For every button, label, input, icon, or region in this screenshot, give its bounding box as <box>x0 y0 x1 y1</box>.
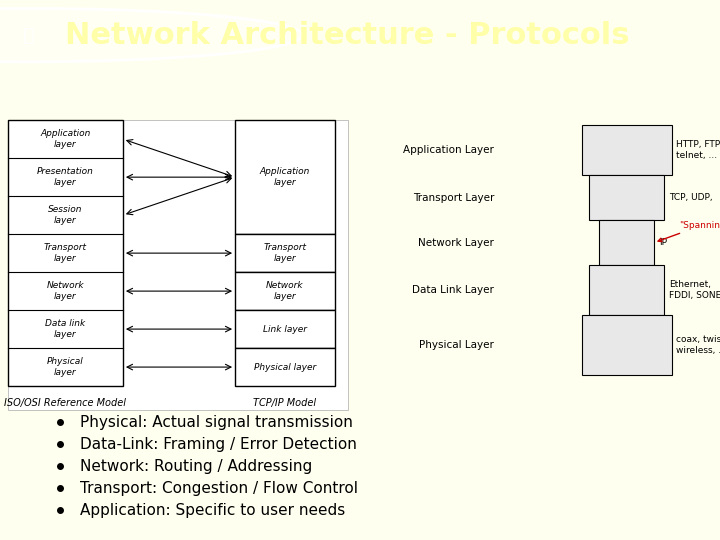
Text: Presentation
layer: Presentation layer <box>37 167 94 187</box>
Bar <box>8 120 123 386</box>
Text: Transport Layer: Transport Layer <box>413 193 494 202</box>
Text: Application
layer: Application layer <box>260 167 310 187</box>
Text: Network Architecture - Protocols: Network Architecture - Protocols <box>65 21 629 50</box>
Circle shape <box>0 9 302 62</box>
Text: Physical layer: Physical layer <box>254 362 316 372</box>
Bar <box>582 125 672 175</box>
Text: coax, twisted pair, fiber,
wireless, ...: coax, twisted pair, fiber, wireless, ... <box>677 335 720 355</box>
Text: Application
layer: Application layer <box>40 130 91 149</box>
Text: 🏛: 🏛 <box>23 25 35 45</box>
Bar <box>235 310 335 348</box>
Text: Session
layer: Session layer <box>48 205 83 225</box>
Bar <box>589 175 664 220</box>
Text: Physical Layer: Physical Layer <box>419 340 494 350</box>
Text: Transport
layer: Transport layer <box>44 244 87 263</box>
Bar <box>8 120 348 410</box>
Bar <box>589 265 664 315</box>
Text: Data-Link: Framing / Error Detection: Data-Link: Framing / Error Detection <box>80 436 357 451</box>
Text: Network: Routing / Addressing: Network: Routing / Addressing <box>80 458 312 474</box>
Text: Link layer: Link layer <box>263 325 307 334</box>
Bar <box>582 315 672 375</box>
Bar <box>599 220 654 265</box>
Text: Transport: Congestion / Flow Control: Transport: Congestion / Flow Control <box>80 481 358 496</box>
Text: "Spanning: "Spanning <box>658 221 720 241</box>
Bar <box>235 234 335 272</box>
Text: Physical: Actual signal transmission: Physical: Actual signal transmission <box>80 415 353 429</box>
Text: Network
layer: Network layer <box>266 281 304 301</box>
Text: Application Layer: Application Layer <box>403 145 494 155</box>
Text: Network
layer: Network layer <box>47 281 84 301</box>
Text: ISO/OSI Reference Model: ISO/OSI Reference Model <box>4 398 127 408</box>
Bar <box>235 120 335 234</box>
Text: IP: IP <box>659 238 667 247</box>
Text: Data Link Layer: Data Link Layer <box>412 285 494 295</box>
Text: TCP, UDP,: TCP, UDP, <box>669 193 713 202</box>
Bar <box>235 272 335 310</box>
Text: Transport
layer: Transport layer <box>264 244 307 263</box>
Text: TCP/IP Model: TCP/IP Model <box>253 398 317 408</box>
Text: HTTP, FTP, NNTP, SMTP,
telnet, ...: HTTP, FTP, NNTP, SMTP, telnet, ... <box>677 140 720 160</box>
Bar <box>235 348 335 386</box>
Text: Network Layer: Network Layer <box>418 238 494 248</box>
Text: Data link
layer: Data link layer <box>45 319 86 339</box>
Text: Physical
layer: Physical layer <box>47 357 84 377</box>
Text: Ethernet,
FDDI, SONET: Ethernet, FDDI, SONET <box>669 280 720 300</box>
Text: Application: Specific to user needs: Application: Specific to user needs <box>80 503 346 517</box>
